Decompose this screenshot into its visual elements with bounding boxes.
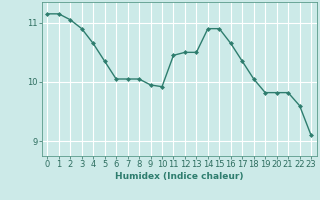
X-axis label: Humidex (Indice chaleur): Humidex (Indice chaleur) [115,172,244,181]
